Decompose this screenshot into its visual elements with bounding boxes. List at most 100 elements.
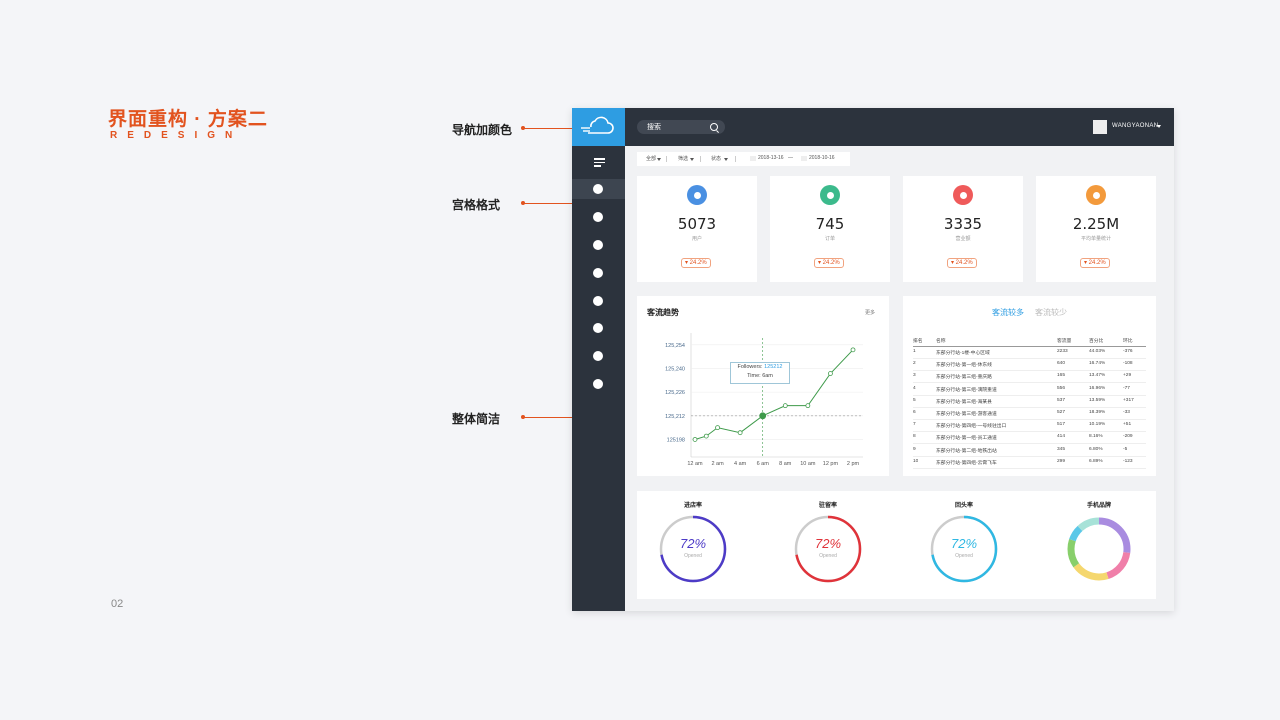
x-tick-label: 8 am — [779, 461, 792, 467]
table-cell: 5 — [913, 397, 916, 403]
tab-less-traffic[interactable]: 客流较少 — [1035, 308, 1067, 317]
stat-card[interactable]: 5073 用户 ▾ 24.2% — [637, 176, 757, 282]
ranking-table: 排名 名称 客流量 百分比 环比 1 东部分行站-1楼-中心区域 2233 44.03% -376… — [913, 334, 1146, 474]
column-header: 环比 — [1123, 339, 1133, 344]
donut-title: 手机品牌 — [1086, 503, 1111, 509]
table-row[interactable]: 10 东部分行站-第四组-云霄飞车 299 6.89% -123 — [913, 456, 1146, 469]
stat-label: 营业额 — [955, 236, 971, 242]
table-cell: 东部分行站-1楼-中心区域 — [936, 351, 990, 356]
donut-arc — [794, 515, 862, 583]
sidebar-item-3[interactable] — [593, 240, 603, 250]
stat-card[interactable]: 745 订单 ▾ 24.2% — [770, 176, 890, 282]
divider — [666, 156, 667, 162]
stat-value: 745 — [815, 215, 845, 233]
sidebar-item-4[interactable] — [593, 268, 603, 278]
chevron-down-icon — [724, 158, 728, 161]
table-row[interactable]: 6 东部分行站-第三组-游客通道 527 18.39% -33 — [913, 407, 1146, 420]
table-row[interactable]: 5 东部分行站-第三组-海某县 537 13.59% +317 — [913, 395, 1146, 408]
date-to[interactable]: 2018-10-16 — [809, 155, 835, 161]
sidebar-item-6[interactable] — [593, 323, 603, 333]
donut-value: 72% — [679, 536, 707, 551]
table-cell: 13.59% — [1089, 397, 1106, 403]
column-header: 百分比 — [1089, 339, 1104, 344]
x-tick-label: 2 pm — [847, 461, 860, 467]
column-header: 排名 — [913, 339, 923, 344]
table-cell: 44.03% — [1089, 349, 1106, 354]
search-icon[interactable] — [710, 123, 718, 131]
x-tick-label: 2 am — [711, 461, 724, 467]
table-row[interactable]: 3 东部分行站-第三组-重庆路 165 13.47% +29 — [913, 370, 1146, 384]
table-cell: 8 — [913, 434, 916, 440]
date-separator: — — [788, 155, 793, 161]
stat-icon — [820, 185, 840, 205]
table-row[interactable]: 2 东部分行站-第一组-休东线 640 16.74% -108 — [913, 358, 1146, 372]
data-point — [692, 437, 698, 442]
annotation-line — [522, 128, 598, 129]
table-cell: 3 — [913, 373, 916, 379]
donut-title: 回头率 — [954, 503, 973, 509]
x-tick-label: 12 pm — [823, 461, 839, 467]
table-cell: 6 — [913, 410, 916, 415]
table-cell: -77 — [1123, 385, 1130, 391]
table-cell: 345 — [1057, 446, 1066, 452]
tooltip-followers-value: 125212 — [764, 364, 783, 370]
data-point — [850, 347, 856, 353]
stat-card[interactable]: 3335 营业额 ▾ 24.2% — [903, 176, 1023, 282]
table-cell: -376 — [1123, 349, 1133, 354]
username[interactable]: WANGYAONAN — [1112, 123, 1159, 129]
stat-glyph-icon — [693, 191, 701, 199]
more-link[interactable]: 更多 — [865, 310, 876, 316]
data-point — [759, 412, 767, 420]
chevron-down-icon — [690, 158, 694, 161]
table-cell: 4 — [913, 385, 916, 391]
data-point — [805, 403, 811, 409]
table-row[interactable]: 1 东部分行站-1楼-中心区域 2233 44.03% -376 — [913, 346, 1146, 359]
table-cell: 东部分行站-第四组-云霄飞车 — [936, 460, 997, 466]
sidebar-item-7[interactable] — [593, 351, 603, 361]
chevron-down-icon[interactable] — [1157, 125, 1161, 128]
table-row[interactable]: 7 东部分行站-第四组-一号线驻出口 517 10.19% +51 — [913, 419, 1146, 433]
table-cell: 165 — [1057, 373, 1066, 379]
sidebar-item-5[interactable] — [593, 296, 603, 306]
sidebar-item-1[interactable] — [593, 184, 603, 194]
logo[interactable] — [572, 108, 625, 146]
table-cell: 16.96% — [1089, 385, 1106, 391]
table-cell: 6.89% — [1089, 458, 1103, 464]
table-cell: 东部分行站-第三组-重庆路 — [936, 375, 992, 381]
date-from[interactable]: 2018-13-16 — [758, 155, 784, 161]
tooltip-followers-label: Followers: — [737, 364, 763, 370]
menu-icon[interactable] — [594, 158, 605, 169]
y-tick-label: 125198 — [667, 437, 685, 443]
data-point — [828, 371, 833, 376]
table-cell: 18.39% — [1089, 410, 1106, 415]
donut-arc — [659, 515, 727, 583]
sidebar-item-2[interactable] — [593, 212, 603, 222]
stat-card[interactable]: 2.25M 平均单量统计 ▾ 24.2% — [1036, 176, 1156, 282]
brand-segment — [1067, 517, 1131, 581]
donut-value: 72% — [950, 536, 978, 551]
filter-status[interactable]: 状态 — [711, 156, 722, 162]
y-tick-label: 125,254 — [665, 343, 685, 349]
avatar[interactable] — [1093, 120, 1107, 134]
tab-more-traffic[interactable]: 客流较多 — [992, 308, 1024, 317]
donut-sublabel: Opened — [684, 553, 702, 559]
brand-segment — [1067, 517, 1131, 581]
table-row[interactable]: 8 东部分行站-第一组-员工通道 414 8.16% -209 — [913, 431, 1146, 445]
table-cell: -5 — [1123, 446, 1128, 452]
filter-type[interactable]: 筛选 — [678, 156, 689, 162]
donut-sublabel: Opened — [819, 553, 837, 559]
stat-label: 用户 — [691, 236, 702, 242]
donut-chart — [1067, 517, 1131, 581]
table-cell: 东部分行站-第三组-漓院重道 — [936, 387, 997, 393]
search-input[interactable]: 搜索 — [637, 120, 725, 134]
table-row[interactable]: 9 东部分行站-第二组-地铁出站 345 6.80% -5 — [913, 444, 1146, 457]
table-row[interactable]: 4 东部分行站-第三组-漓院重道 556 16.96% -77 — [913, 383, 1146, 396]
divider — [700, 156, 701, 162]
sidebar-item-8[interactable] — [593, 379, 603, 389]
chevron-down-icon — [657, 158, 661, 161]
filter-all[interactable]: 全部 — [646, 156, 657, 162]
table-cell: 东部分行站-第三组-游客通道 — [936, 412, 997, 417]
donut-title: 进店率 — [683, 503, 702, 509]
table-cell: 9 — [913, 446, 916, 452]
slide-title: 界面重构 · 方案二 — [108, 109, 268, 130]
